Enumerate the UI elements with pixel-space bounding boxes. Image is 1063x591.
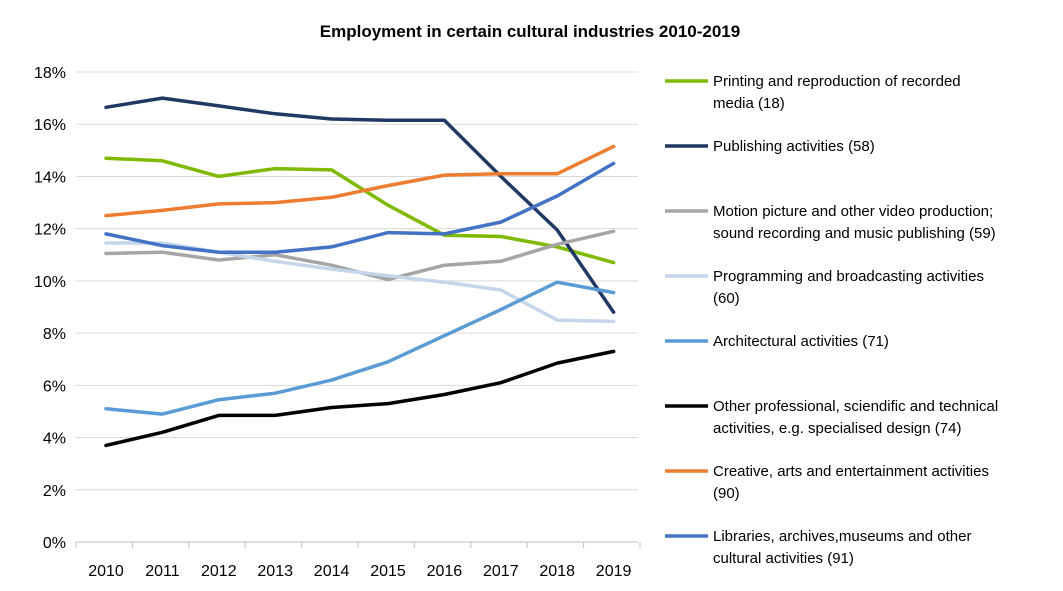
legend-label: media (18) [713,95,785,112]
legend-entry: Printing and reproduction of recorded med… [665,73,961,112]
y-axis-tick-labels: 0% 2% 4% 6% 8% 10% 12% 14% 16% 18% [34,65,66,552]
gridlines [76,71,638,491]
legend-label: activities, e.g. specialised design (74) [713,420,961,437]
series-line-6 [104,349,616,448]
y-tick-label: 16% [34,117,66,134]
legend-label: (60) [713,290,740,307]
series-line-5 [104,280,616,416]
y-tick-label: 6% [43,378,66,395]
legend-entry: Programming and broadcasting activities (… [665,268,984,307]
legend-label: Publishing activities (58) [713,138,875,155]
series-lines [104,96,616,448]
legend-label: Other professional, sciendific and techn… [713,398,998,415]
legend-label: Motion picture and other video productio… [713,203,993,220]
y-tick-label: 0% [43,535,66,552]
y-tick-label: 2% [43,483,66,500]
y-tick-label: 18% [34,65,66,82]
x-tick-label: 2016 [427,563,463,580]
y-tick-label: 14% [34,169,66,186]
legend-label: sound recording and music publishing (59… [713,225,996,242]
x-tick-label: 2013 [257,563,293,580]
x-tick-label: 2019 [596,563,632,580]
y-tick-label: 4% [43,431,66,448]
legend-entry: Libraries, archives,museums and other cul… [665,528,971,567]
series-line-1 [104,156,616,265]
x-tick-label: 2015 [370,563,406,580]
series-line-7 [104,144,616,218]
legend-entry: Other professional, sciendific and techn… [665,398,998,437]
legend-label: cultural activities (91) [713,550,854,567]
legend-label: Architectural activities (71) [713,333,889,350]
x-tick-label: 2018 [539,563,575,580]
x-tick-label: 2012 [201,563,237,580]
x-tick-label: 2017 [483,563,519,580]
x-tick-label: 2010 [88,563,124,580]
legend-label: Creative, arts and entertainment activit… [713,463,989,480]
legend-entry: Creative, arts and entertainment activit… [665,463,989,502]
legend-entry: Publishing activities (58) [665,138,875,155]
y-tick-label: 10% [34,274,66,291]
x-tick-label: 2014 [314,563,350,580]
x-axis: 2010 2011 2012 2013 2014 2015 2016 2017 2018 2019 [75,541,641,580]
legend-label: Printing and reproduction of recorded [713,73,961,90]
legend-label: Libraries, archives,museums and other [713,528,971,545]
y-tick-label: 8% [43,326,66,343]
x-tick-label: 2011 [145,563,180,580]
legend: Printing and reproduction of recorded med… [665,73,998,567]
chart-title: Employment in certain cultural industrie… [320,22,740,41]
legend-label: (90) [713,485,740,502]
legend-entry: Motion picture and other video productio… [665,203,996,242]
series-line-8 [104,161,616,254]
legend-entry: Architectural activities (71) [665,333,889,350]
y-tick-label: 12% [34,222,66,239]
legend-label: Programming and broadcasting activities [713,268,984,285]
series-line-2 [104,96,616,314]
